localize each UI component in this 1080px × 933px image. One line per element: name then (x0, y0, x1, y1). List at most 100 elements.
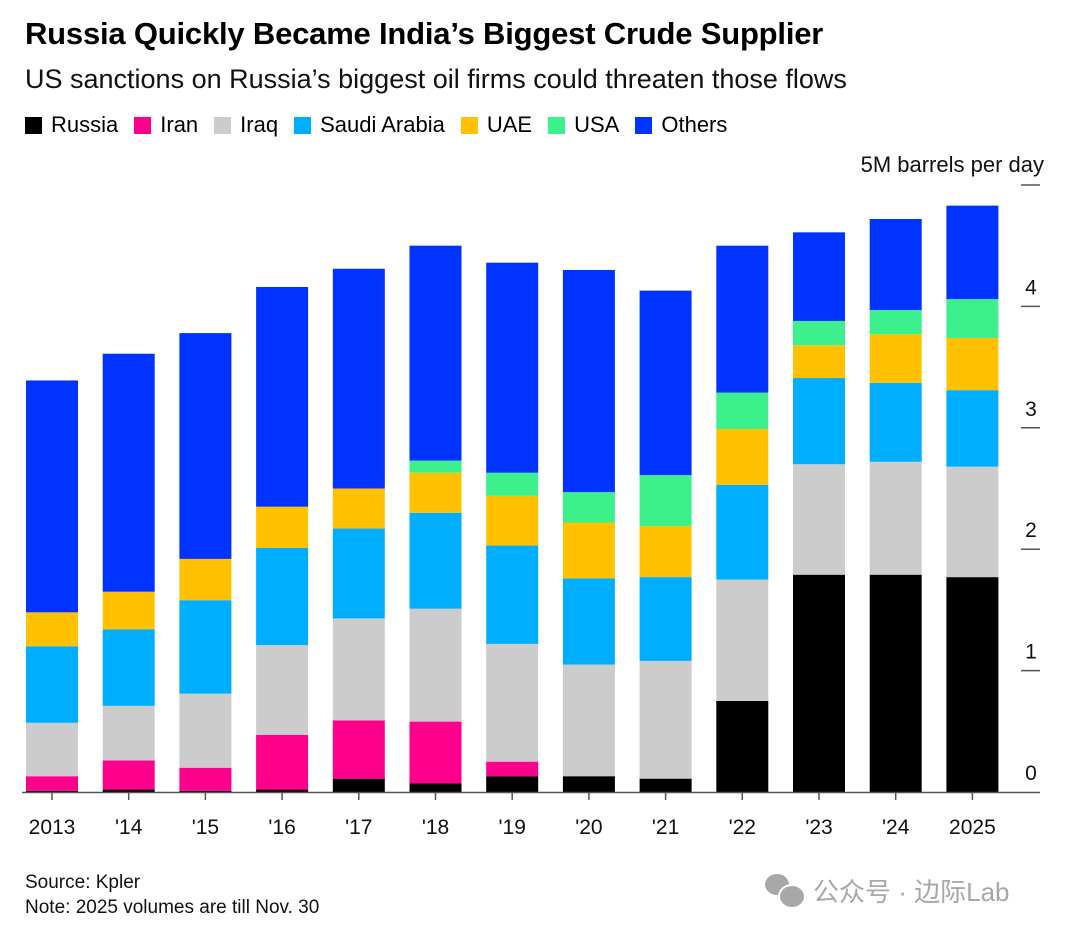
bar-segment-russia--18 (409, 783, 462, 792)
bar-segment-others--18 (409, 245, 462, 461)
chart-subtitle: US sanctions on Russia’s biggest oil fir… (25, 64, 847, 94)
bar-segment-others--16 (256, 286, 309, 507)
bar-segment-saudi-arabia--23 (793, 378, 845, 465)
footnote: Note: 2025 volumes are till Nov. 30 (25, 897, 320, 918)
x-tick-label-2025: 2025 (949, 816, 996, 839)
bar-segment-iran--18 (409, 721, 462, 784)
bar-segment-uae--22 (716, 429, 769, 485)
bar-segment-uae--20 (562, 522, 615, 579)
legend-swatch-iran (134, 116, 152, 134)
legend-label-usa: USA (574, 112, 620, 137)
bar-segment-iraq-2013 (26, 722, 78, 777)
legend-item-iraq: Iraq (214, 112, 278, 138)
x-tick-label--20: '20 (575, 816, 602, 839)
bar-segment-iraq--17 (332, 618, 385, 721)
bar-segment-usa--21 (639, 475, 692, 527)
legend-item-iran: Iran (134, 112, 198, 138)
legend-swatch-saudi-arabia (294, 116, 312, 134)
y-tick-label-0: 0 (1025, 762, 1037, 785)
bar-segment-russia--21 (639, 778, 692, 792)
bar-segment-uae--15 (179, 558, 232, 601)
bar-segment-russia--24 (869, 574, 922, 792)
bar-segment-others-2025 (946, 205, 999, 300)
bar-segment-russia--22 (716, 700, 769, 792)
bar-segment-saudi-arabia--18 (409, 512, 462, 609)
bar-segment-uae--18 (409, 472, 462, 513)
bar-segment-uae--19 (486, 495, 539, 546)
bar-segment-russia-2013 (26, 790, 78, 792)
bar-segment-others--14 (102, 353, 155, 592)
bar-segment-iraq--14 (102, 705, 155, 761)
bar-segment-iran--17 (332, 720, 385, 779)
bar-segment-saudi-arabia--24 (869, 382, 922, 462)
legend-label-others: Others (661, 112, 728, 137)
legend-swatch-usa (548, 116, 566, 134)
watermark: 公众号 · 边际Lab (765, 872, 1010, 909)
bar-segment-russia--17 (332, 778, 385, 792)
bar-segment-russia--16 (256, 789, 309, 792)
bar-segment-uae-2025 (946, 337, 999, 391)
legend-label-iraq: Iraq (240, 112, 279, 137)
bar-segment-saudi-arabia--22 (716, 484, 769, 580)
legend-swatch-others (635, 116, 653, 134)
legend-label-uae: UAE (486, 112, 533, 137)
y-tick-label-2: 2 (1025, 519, 1037, 542)
legend-item-uae: UAE (460, 112, 533, 138)
bar-segment-others--20 (562, 269, 615, 493)
bar-segment-iran-2013 (26, 776, 78, 791)
bar-segment-usa--24 (869, 310, 922, 335)
y-tick-label-1: 1 (1025, 641, 1037, 664)
x-tick-label--18: '18 (422, 816, 449, 839)
legend-item-others: Others (635, 112, 727, 138)
bar-segment-uae-2013 (26, 612, 78, 647)
bar-segment-iraq--22 (716, 579, 769, 701)
legend-label-saudi-arabia: Saudi Arabia (320, 112, 445, 137)
legend-swatch-iraq (214, 116, 232, 134)
bar-segment-others--24 (869, 218, 922, 311)
bar-segment-iraq--24 (869, 461, 922, 575)
source-note: Source: Kpler (25, 872, 141, 893)
x-tick-label--14: '14 (115, 816, 143, 839)
bar-segment-usa--20 (562, 492, 615, 523)
bar-segment-iraq--19 (486, 643, 539, 762)
bar-segment-iraq-2025 (946, 466, 999, 578)
bar-segment-saudi-arabia--20 (562, 578, 615, 665)
y-tick-label-3: 3 (1025, 398, 1037, 421)
legend-swatch-uae (460, 116, 478, 134)
legend: Russia Iran Iraq Saudi Arabia UAE USA Ot… (25, 112, 743, 138)
bar-segment-others--19 (486, 262, 539, 473)
chart-title: Russia Quickly Became India’s Biggest Cr… (25, 16, 824, 51)
bar-segment-russia--20 (562, 776, 615, 792)
bar-segment-saudi-arabia--17 (332, 528, 385, 619)
bar-segment-uae--17 (332, 488, 385, 529)
legend-item-usa: USA (548, 112, 619, 138)
bar-segment-iran--16 (256, 734, 309, 790)
bar-segment-others-2013 (26, 380, 78, 613)
bar-segment-russia-2025 (946, 577, 999, 792)
x-tick-label--17: '17 (345, 816, 372, 839)
x-tick-label--23: '23 (805, 816, 832, 839)
legend-swatch-russia (25, 116, 42, 134)
y-tick-label-4: 4 (1025, 276, 1037, 299)
bar-segment-russia--23 (793, 574, 845, 792)
x-tick-label--15: '15 (192, 816, 219, 839)
bar-segment-others--21 (639, 290, 692, 476)
y-axis-unit-label: 5M barrels per day (860, 152, 1044, 177)
wechat-icon (765, 873, 806, 909)
bar-segment-others--17 (332, 268, 385, 489)
legend-item-russia: Russia (25, 112, 118, 138)
bar-segment-saudi-arabia-2013 (26, 646, 78, 723)
bar-segment-iraq--15 (179, 693, 232, 768)
bar-segment-saudi-arabia--19 (486, 545, 539, 644)
watermark-text: 公众号 · 边际Lab (813, 877, 1010, 907)
x-tick-label--21: '21 (652, 816, 679, 839)
bar-segment-usa--18 (409, 460, 462, 473)
bar-segment-others--23 (793, 232, 845, 321)
bar-segment-others--15 (179, 333, 232, 559)
bar-segment-russia--15 (179, 790, 232, 792)
bar-segment-russia--19 (486, 776, 539, 792)
bar-segment-saudi-arabia--21 (639, 577, 692, 661)
bar-segment-uae--23 (793, 345, 845, 379)
bar-segment-iraq--23 (793, 464, 845, 575)
